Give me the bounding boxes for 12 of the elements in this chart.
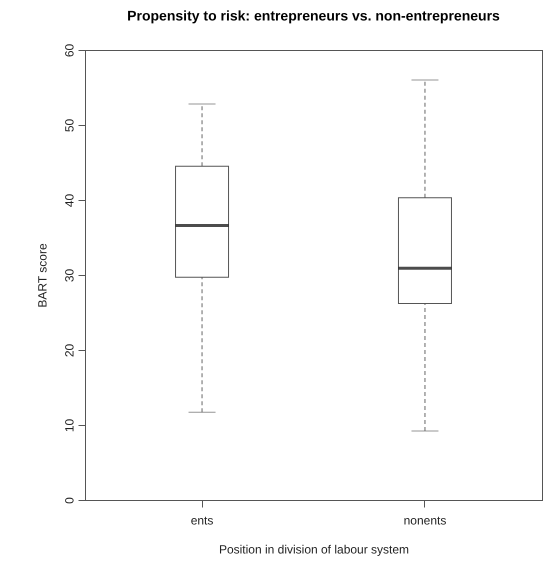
x-axis-title: Position in division of labour system — [218, 542, 410, 556]
chart-title: Propensity to risk: entrepreneurs vs. non-entrepreneurs — [127, 7, 500, 24]
x-tick-label: ents — [190, 514, 214, 528]
y-axis-title: BART score — [36, 243, 50, 308]
y-tick-label: 20 — [62, 344, 76, 358]
y-tick-label: 50 — [62, 118, 76, 132]
x-tick-label: nonents — [404, 514, 446, 528]
y-tick-label: 40 — [62, 194, 76, 208]
y-tick-label: 30 — [62, 268, 76, 282]
y-tick-label: 60 — [62, 44, 76, 58]
y-tick-label: 10 — [62, 418, 76, 432]
y-tick-label: 0 — [62, 496, 76, 504]
